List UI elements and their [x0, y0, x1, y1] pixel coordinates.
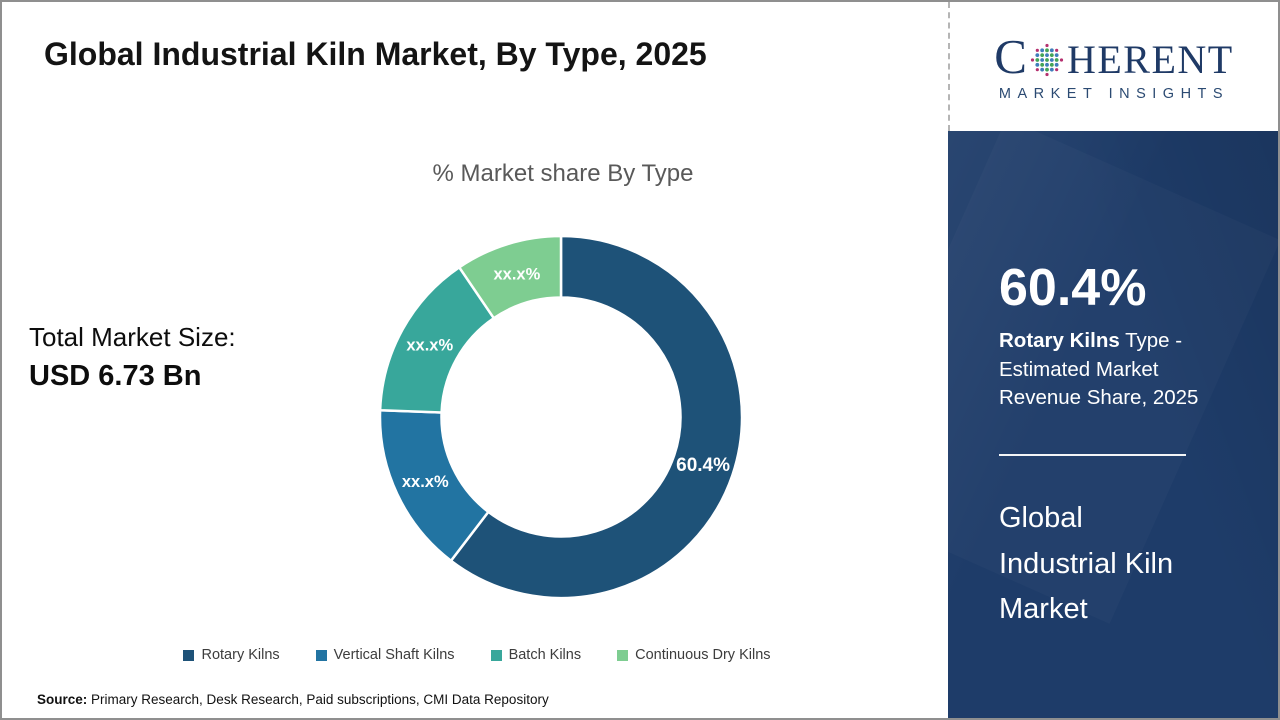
legend-label: Batch Kilns: [508, 647, 582, 663]
sidebar-market-title: Global Industrial Kiln Market: [999, 496, 1239, 633]
stat-desc-line1: Rotary Kilns Type -: [999, 329, 1183, 352]
legend-label: Continuous Dry Kilns: [635, 647, 771, 663]
legend-item-vertical-shaft-kilns: Vertical Shaft Kilns: [315, 647, 455, 663]
logo-subtitle: MARKET INSIGHTS: [998, 85, 1230, 102]
market-title-line2: Industrial Kiln: [999, 547, 1174, 580]
legend-swatch-icon: [183, 649, 195, 661]
total-market-size-value: USD 6.73 Bn: [29, 360, 202, 392]
total-market-size: Total Market Size: USD 6.73 Bn: [29, 322, 236, 393]
sidebar-stat-description: Rotary Kilns Type - Estimated Market Rev…: [999, 327, 1229, 413]
donut-value-label-rotary-kilns: 60.4%: [676, 455, 730, 476]
donut-value-label-vertical-shaft-kilns: xx.x%: [402, 473, 449, 491]
legend-swatch-icon: [490, 649, 502, 661]
donut-slice-continuous-dry-kilns: [458, 234, 563, 320]
sidebar-panel: [948, 131, 1278, 718]
donut-chart: 60.4% xx.x% xx.x% xx.x%: [378, 234, 744, 600]
donut-value-label-continuous-dry-kilns: xx.x%: [493, 266, 540, 284]
legend-item-batch-kilns: Batch Kilns: [490, 647, 582, 663]
source-label: Source:: [37, 692, 88, 707]
legend-swatch-icon: [617, 649, 629, 661]
chart-legend: Rotary Kilns Vertical Shaft Kilns Batch Ki…: [2, 647, 952, 663]
legend-label: Rotary Kilns: [201, 647, 280, 663]
brand-logo: C HERENT MARKET INSIGHTS: [948, 2, 1278, 131]
chart-title: % Market share By Type: [432, 160, 694, 187]
market-title-line3: Market: [999, 593, 1088, 625]
legend-item-continuous-dry-kilns: Continuous Dry Kilns: [617, 647, 771, 663]
donut-slice-rotary-kilns: [449, 234, 744, 600]
logo-letter-c: C: [994, 28, 1027, 84]
total-market-size-label: Total Market Size:: [29, 322, 236, 352]
legend-swatch-icon: [315, 649, 327, 661]
legend-label: Vertical Shaft Kilns: [333, 647, 455, 663]
source-note: Source: Primary Research, Desk Research,…: [37, 692, 549, 707]
logo-globe-icon: [1030, 43, 1064, 76]
page-title: Global Industrial Kiln Market, By Type, …: [44, 36, 707, 72]
donut-value-label-batch-kilns: xx.x%: [406, 336, 453, 354]
sidebar-divider: [999, 454, 1186, 456]
brand-logo-wordmark: C HERENT: [994, 32, 1233, 81]
sidebar-stat-value: 60.4%: [999, 259, 1147, 317]
stat-desc-line2: Estimated Market: [999, 357, 1159, 381]
market-title-line1: Global: [999, 502, 1083, 534]
legend-item-rotary-kilns: Rotary Kilns: [183, 647, 280, 663]
logo-letters-rest: HERENT: [1066, 36, 1234, 82]
stat-desc-line3: Revenue Share, 2025: [999, 386, 1199, 409]
source-text: Primary Research, Desk Research, Paid su…: [91, 692, 549, 707]
